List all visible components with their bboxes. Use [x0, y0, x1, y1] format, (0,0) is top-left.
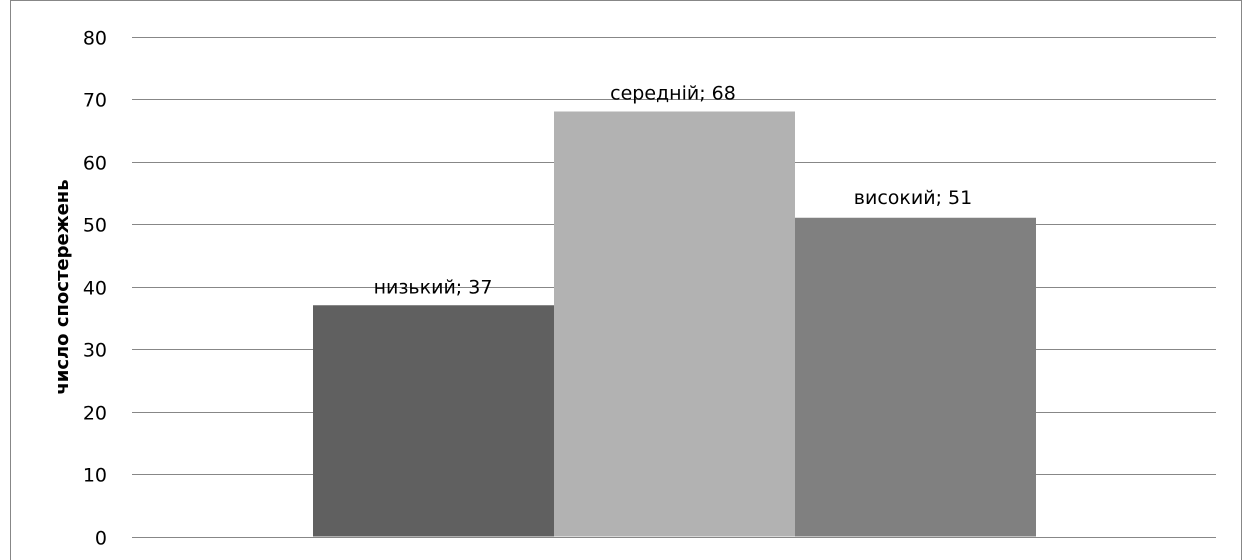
- y-axis-tick-labels: 0 10 20 30 40 50 60 70 80: [83, 28, 107, 550]
- bar-1: [313, 305, 554, 537]
- data-label-3: високий; 51: [854, 187, 972, 209]
- bars: [313, 111, 1036, 537]
- chart-border: [10, 0, 1242, 560]
- data-label-1: низький; 37: [374, 276, 493, 298]
- y-tick-label-10: 10: [83, 465, 107, 487]
- y-tick-label-20: 20: [83, 403, 107, 425]
- y-tick-label-0: 0: [95, 528, 107, 550]
- bar-3: [795, 217, 1036, 537]
- y-tick-label-60: 60: [83, 153, 107, 175]
- y-tick-label-70: 70: [83, 90, 107, 112]
- y-tick-label-30: 30: [83, 340, 107, 362]
- y-axis-title: число спостережень: [52, 179, 73, 394]
- y-tick-label-40: 40: [83, 278, 107, 300]
- data-labels: низький; 37 середній; 68 високий; 51: [374, 83, 973, 299]
- y-tick-label-80: 80: [83, 28, 107, 50]
- data-label-2: середній; 68: [610, 83, 736, 105]
- y-tick-label-50: 50: [83, 215, 107, 237]
- bar-2: [554, 111, 795, 537]
